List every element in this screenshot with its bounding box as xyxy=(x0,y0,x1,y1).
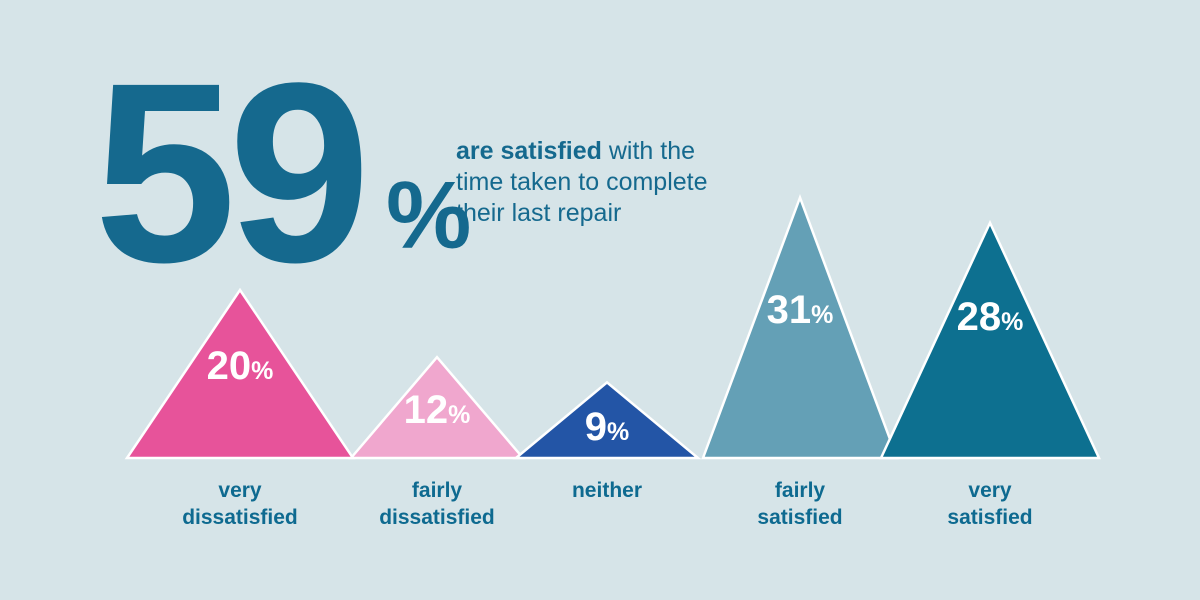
category-label-fairly-dissatisfied: fairly dissatisfied xyxy=(379,479,495,529)
category-label-fairly-satisfied: fairly satisfied xyxy=(757,479,843,529)
headline-emphasis: are satisfied xyxy=(456,137,602,165)
category-label-very-satisfied: very satisfied xyxy=(947,479,1033,529)
value-percent-sign: % xyxy=(811,301,834,329)
value-percent-sign: % xyxy=(251,357,274,385)
value-percent-sign: % xyxy=(607,418,630,446)
value-number: 9 xyxy=(584,405,608,449)
value-percent-sign: % xyxy=(1001,308,1024,336)
value-label-fairly-dissatisfied: 12% xyxy=(404,390,471,430)
category-label-neither: neither xyxy=(571,479,642,502)
triangle-very-dissatisfied xyxy=(124,287,356,460)
value-number: 12 xyxy=(403,388,449,432)
value-number: 20 xyxy=(206,344,252,388)
value-label-very-dissatisfied: 20% xyxy=(207,346,274,386)
value-number: 31 xyxy=(766,288,812,332)
headline-number: 59 xyxy=(94,30,371,316)
triangle-very-satisfied xyxy=(879,219,1101,460)
category-label-very-dissatisfied: very dissatisfied xyxy=(182,479,298,529)
value-percent-sign: % xyxy=(448,401,471,429)
triangle-fairly-satisfied xyxy=(701,194,899,460)
headline-percent-sign: % xyxy=(386,162,472,269)
headline-rest: with the time taken to complete their la… xyxy=(456,137,708,227)
value-number: 28 xyxy=(956,295,1002,339)
triangle-fairly-dissatisfied xyxy=(348,355,526,460)
headline-text: are satisfied with the time taken to com… xyxy=(456,136,731,229)
value-label-fairly-satisfied: 31% xyxy=(767,290,834,330)
value-label-very-satisfied: 28% xyxy=(957,297,1024,337)
triangle-neither xyxy=(512,380,702,460)
value-label-neither: 9% xyxy=(585,407,629,447)
